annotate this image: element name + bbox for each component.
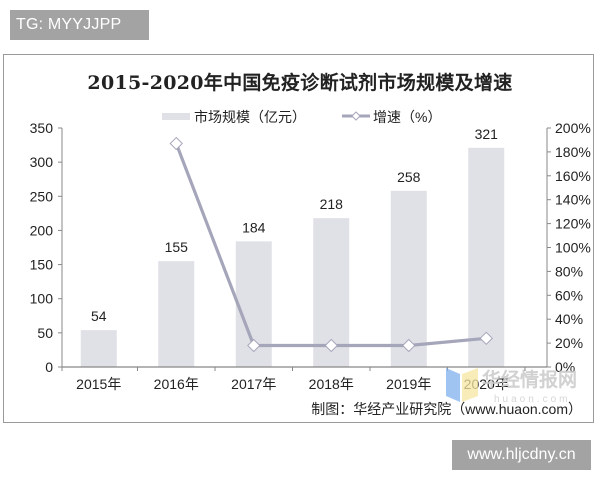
x-axis-tick-label: 2019年	[386, 376, 431, 392]
legend-bar-swatch	[162, 113, 190, 120]
right-axis-tick-label: 120%	[555, 216, 591, 232]
legend: 市场规模（亿元） 增速（%）	[162, 109, 441, 125]
bar	[468, 147, 505, 367]
legend-bar-label: 市场规模（亿元）	[194, 109, 306, 125]
diamond-marker-icon	[479, 331, 493, 346]
line-series	[169, 136, 493, 353]
right-axis: 0% 20% 40% 60% 80% 100% 120% 140% 160% 180% 200%	[546, 120, 591, 375]
legend-diamond-icon	[351, 111, 361, 121]
diamond-marker-icon	[402, 338, 416, 353]
left-axis-tick-label: 200	[30, 222, 54, 238]
x-axis-tick-label: 2016年	[154, 376, 199, 392]
logo-yellow-shape-icon	[462, 368, 478, 402]
diamond-marker-icon	[324, 338, 338, 353]
left-axis-tick-label: 350	[30, 120, 54, 136]
left-axis-tick-label: 250	[30, 188, 54, 204]
left-axis-tick-label: 50	[37, 325, 53, 341]
x-axis-tick-label: 2018年	[309, 376, 354, 392]
right-axis-tick-label: 40%	[555, 311, 583, 327]
bar-series: 54 155 184 218 258 321	[80, 126, 505, 367]
logo-blue-shape-icon	[446, 368, 460, 402]
chart-source-note: 制图：华经产业研究院（www.huaon.com）	[311, 401, 582, 417]
bar	[390, 190, 427, 367]
x-axis: 2015年 2016年 2017年 2018年 2019年 2020年	[61, 366, 547, 392]
right-axis-tick-label: 60%	[555, 287, 583, 303]
bar-value-label: 155	[165, 239, 189, 255]
legend-line-label: 增速（%）	[373, 109, 441, 125]
bar-value-label: 321	[475, 126, 499, 142]
bar-value-label: 258	[397, 169, 421, 185]
bar-value-label: 184	[242, 219, 266, 235]
left-axis-tick-label: 150	[30, 257, 54, 273]
x-axis-tick-label: 2015年	[76, 376, 121, 392]
logo-text: 华经情报网	[482, 368, 577, 391]
right-axis-tick-label: 20%	[555, 335, 583, 351]
left-axis: 0 50 100 150 200 250 300 350	[30, 120, 63, 375]
right-axis-tick-label: 0%	[555, 359, 575, 375]
right-axis-tick-label: 80%	[555, 263, 583, 279]
right-axis-tick-label: 200%	[555, 120, 591, 136]
right-axis-tick-label: 180%	[555, 144, 591, 160]
left-axis-tick-label: 300	[30, 154, 54, 170]
bar-value-label: 54	[91, 308, 107, 324]
diamond-marker-icon	[169, 136, 183, 151]
logo-subtext: huaon.com	[494, 394, 570, 405]
bar	[158, 261, 195, 367]
diamond-marker-icon	[247, 338, 261, 353]
x-axis-tick-label: 2017年	[231, 376, 276, 392]
left-axis-tick-label: 0	[45, 359, 53, 375]
watermark-tag-top: TG: MYYJJPP	[10, 10, 149, 40]
huaon-logo-watermark: 华经情报网 huaon.com	[446, 368, 577, 405]
watermark-tag-bottom: www.hljcdny.cn	[452, 440, 591, 470]
right-axis-tick-label: 140%	[555, 192, 591, 208]
chart-title: 2015-2020年中国免疫诊断试剂市场规模及增速	[87, 72, 513, 94]
right-axis-tick-label: 160%	[555, 168, 591, 184]
left-axis-tick-label: 100	[30, 291, 54, 307]
bar	[80, 330, 117, 367]
bar-value-label: 218	[320, 196, 344, 212]
right-axis-tick-label: 100%	[555, 240, 591, 256]
